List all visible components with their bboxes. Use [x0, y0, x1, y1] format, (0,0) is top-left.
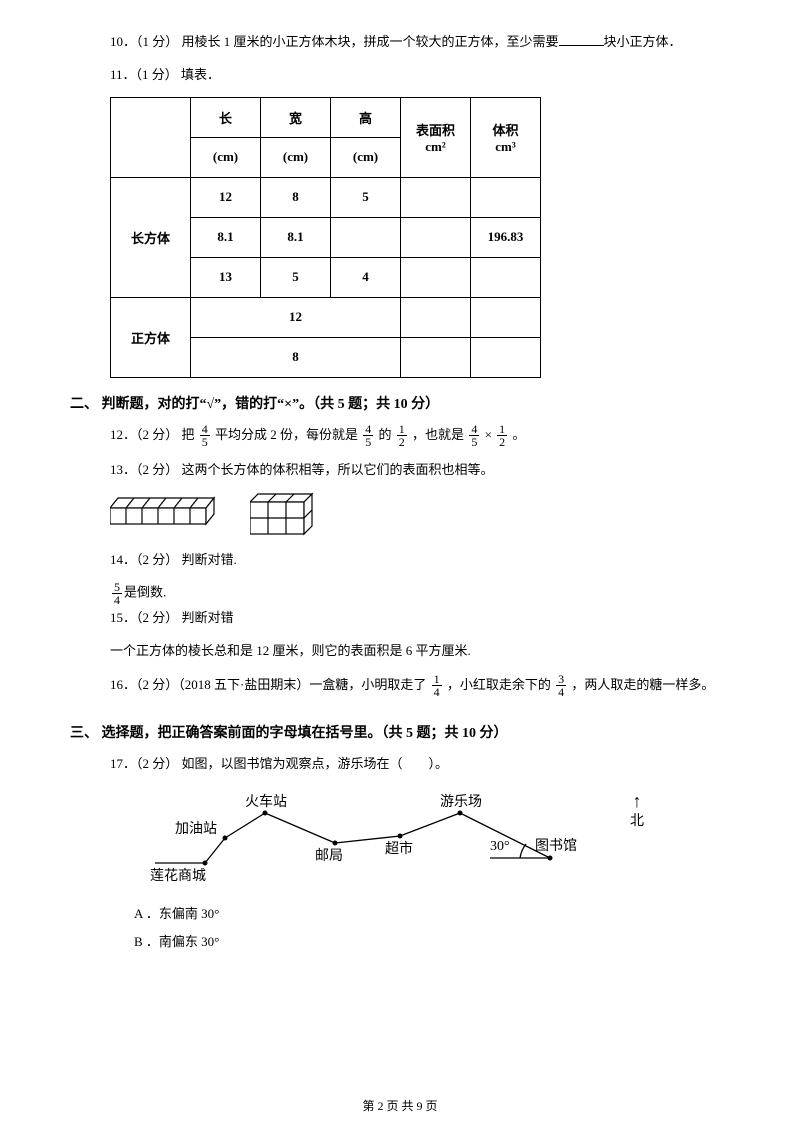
north-indicator: ↑ 北 [630, 792, 644, 830]
label-train: 火车站 [245, 793, 287, 810]
fraction: 45 [200, 423, 210, 448]
cell: 8.1 [261, 217, 331, 257]
fraction: 14 [432, 673, 442, 698]
label-gas: 加油站 [175, 821, 217, 837]
cell-blank[interactable] [401, 217, 471, 257]
question-13: 13．（2 分） 这两个长方体的体积相等，所以它们的表面积也相等。 [70, 458, 730, 481]
q14-text: 是倒数. [124, 585, 166, 600]
map-svg: 火车站 加油站 莲花商城 邮局 超市 游乐场 图书馆 30° [150, 788, 580, 888]
q10-suffix: 块小正方体． [604, 34, 682, 49]
unit-width: (cm) [261, 137, 331, 177]
question-10: 10．（1 分） 用棱长 1 厘米的小正方体木块，拼成一个较大的正方体，至少需要… [70, 30, 730, 53]
q16-mid1: ，小红取走余下的 [447, 677, 554, 692]
unit-height: (cm) [331, 137, 401, 177]
header-volume: 体积cm³ [471, 97, 541, 177]
label-post: 邮局 [315, 848, 343, 864]
label-library: 图书馆 [535, 838, 577, 854]
label-play: 游乐场 [440, 794, 482, 810]
question-15: 15．（2 分） 判断对错 [70, 606, 730, 629]
fraction: 45 [363, 423, 373, 448]
question-12: 12．（2 分） 把 45 平均分成 2 份，每份就是 45 的 12 ，也就是… [70, 423, 730, 449]
header-length: 长 [191, 97, 261, 137]
cuboid-table: 长 宽 高 表面积cm² 体积cm³ (cm) (cm) (cm) 长方体 12… [110, 97, 541, 378]
q10-text: 10．（1 分） 用棱长 1 厘米的小正方体木块，拼成一个较大的正方体，至少需要 [110, 34, 559, 49]
north-label: 北 [630, 810, 644, 830]
header-surface: 表面积cm² [401, 97, 471, 177]
cell-blank[interactable] [401, 297, 471, 337]
cell-blank[interactable] [471, 257, 541, 297]
cuboid-figures [110, 492, 730, 540]
map-diagram: 火车站 加油站 莲花商城 邮局 超市 游乐场 图书馆 30° ↑ 北 [150, 788, 730, 888]
cell: 8.1 [191, 217, 261, 257]
section-2-header: 二、 判断题，对的打“√”，错的打“×”。（共 5 题；共 10 分） [70, 393, 730, 413]
cell: 8 [261, 177, 331, 217]
question-14: 14．（2 分） 判断对错. [70, 548, 730, 571]
q17-options: A ．东偏南 30° B ．南偏东 30° [70, 900, 730, 957]
option-b[interactable]: B ．南偏东 30° [134, 928, 730, 957]
cell: 12 [191, 177, 261, 217]
q15-body: 一个正方体的棱长总和是 12 厘米，则它的表面积是 6 平方厘米. [70, 639, 730, 662]
header-width: 宽 [261, 97, 331, 137]
question-11: 11．（1 分） 填表． [70, 63, 730, 86]
q15-label: 15．（2 分） 判断对错 [110, 610, 234, 625]
shape-cuboid: 长方体 [111, 177, 191, 297]
header-height: 高 [331, 97, 401, 137]
shape-cube: 正方体 [111, 297, 191, 377]
unit-length: (cm) [191, 137, 261, 177]
q16-suffix: ，两人取走的糖一样多。 [571, 677, 714, 692]
option-a[interactable]: A ．东偏南 30° [134, 900, 730, 929]
fraction: 45 [469, 423, 479, 448]
q14-body: 54是倒数. [70, 581, 730, 606]
cell: 5 [261, 257, 331, 297]
q12-prefix: 12．（2 分） 把 [110, 427, 198, 442]
section-3-header: 三、 选择题，把正确答案前面的字母填在括号里。（共 5 题；共 10 分） [70, 722, 730, 742]
north-arrow-icon: ↑ [633, 792, 642, 810]
cell-blank[interactable] [401, 337, 471, 377]
question-17: 17．（2 分） 如图，以图书馆为观察点，游乐场在（ ）。 [70, 752, 730, 775]
fraction: 34 [556, 673, 566, 698]
label-angle: 30° [490, 839, 510, 854]
label-lotus: 莲花商城 [150, 868, 206, 884]
q11-text: 11．（1 分） 填表． [110, 67, 220, 82]
blank-input[interactable] [559, 32, 604, 46]
cell-blank[interactable] [401, 257, 471, 297]
cell: 8 [191, 337, 401, 377]
fraction: 12 [497, 423, 507, 448]
cell-blank[interactable] [401, 177, 471, 217]
q14-label: 14．（2 分） 判断对错. [110, 552, 237, 567]
question-16: 16．（2 分）（2018 五下·盐田期末）一盒糖，小明取走了 14 ，小红取走… [70, 673, 730, 699]
q12-mid3: ，也就是 [412, 427, 467, 442]
cell: 13 [191, 257, 261, 297]
header-blank [111, 97, 191, 177]
cell: 12 [191, 297, 401, 337]
cell-blank[interactable] [471, 297, 541, 337]
cell: 196.83 [471, 217, 541, 257]
q12-mid2: 的 [379, 427, 395, 442]
label-market: 超市 [385, 840, 413, 857]
cell-blank[interactable] [331, 217, 401, 257]
cuboid-3x2-icon [250, 492, 330, 540]
q12-suffix: 。 [512, 427, 525, 442]
page-footer: 第 2 页 共 9 页 [0, 1097, 800, 1114]
fraction: 12 [397, 423, 407, 448]
q16-prefix: 16．（2 分）（2018 五下·盐田期末）一盒糖，小明取走了 [110, 677, 430, 692]
cell: 5 [331, 177, 401, 217]
cell-blank[interactable] [471, 177, 541, 217]
q12-mid1: 平均分成 2 份，每份就是 [215, 427, 361, 442]
cuboid-6x1-icon [110, 496, 220, 536]
cell-blank[interactable] [471, 337, 541, 377]
fraction: 54 [112, 581, 122, 606]
q12-mid4: × [485, 427, 496, 442]
cell: 4 [331, 257, 401, 297]
